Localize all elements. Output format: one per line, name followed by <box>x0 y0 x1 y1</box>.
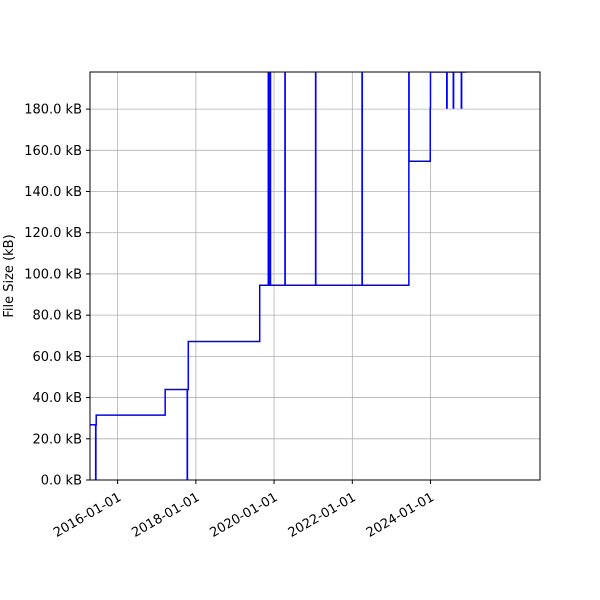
y-tick-label: 120.0 kB <box>24 226 82 241</box>
y-tick-label: 140.0 kB <box>24 185 82 200</box>
y-tick-label: 40.0 kB <box>32 391 82 406</box>
series-line-0 <box>90 72 467 480</box>
series-layer <box>90 72 467 480</box>
y-tick-label: 100.0 kB <box>24 267 82 282</box>
y-tick-label: 160.0 kB <box>24 144 82 159</box>
y-axis-label: File Size (kB) <box>2 234 17 317</box>
y-tick-label: 60.0 kB <box>32 350 82 365</box>
y-tick-label: 180.0 kB <box>24 103 82 118</box>
plot-frame <box>89 71 541 481</box>
y-tick-label: 80.0 kB <box>32 309 82 324</box>
y-axis-ticks: 0.0 kB 20.0 kB 40.0 kB 60.0 kB 80.0 kB 100.0 … <box>24 103 90 489</box>
y-tick-label: 0.0 kB <box>41 474 82 489</box>
y-tick-label: 20.0 kB <box>32 432 82 447</box>
